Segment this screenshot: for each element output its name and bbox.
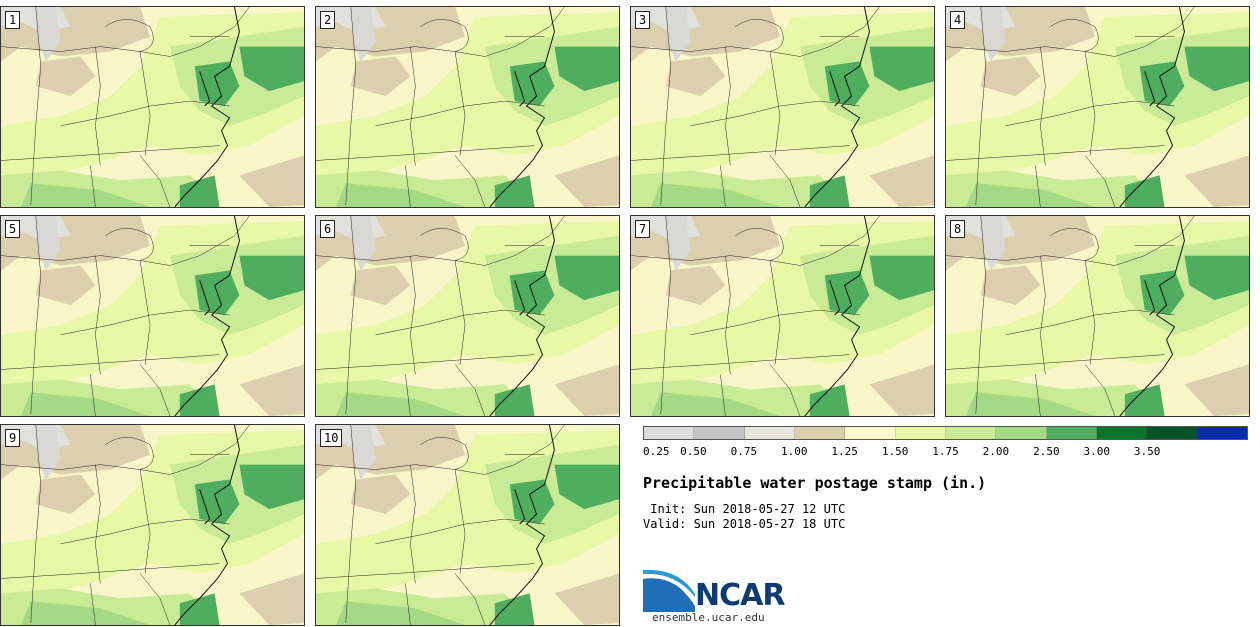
precip-water-map: [316, 216, 619, 416]
colorbar-tick-label: 3.50: [1133, 445, 1161, 458]
colorbar-tick-label: 2.50: [1033, 445, 1060, 458]
colorbar-ticks: 0.25 0.50 0.75 1.00 1.25 1.50 1.75 2.00 2.50 3.00…: [643, 445, 1248, 461]
colorbar-tick-label: 2.00: [982, 445, 1010, 458]
colorbar-tick-label: 1.75: [932, 445, 959, 458]
colorbar-swatch: [895, 427, 946, 439]
ensemble-member-panel: 3: [630, 6, 935, 208]
colorbar-swatch: [996, 427, 1047, 439]
precip-water-map: [316, 7, 619, 207]
colorbar-tick-label: 0.25: [643, 445, 670, 458]
init-time: Init: Sun 2018-05-27 12 UTC: [643, 502, 846, 516]
precip-water-map: [631, 7, 934, 207]
colorbar-legend: 0.25 0.50 0.75 1.00 1.25 1.50 1.75 2.00 2.50 3.00…: [643, 426, 1248, 461]
precip-water-map: [946, 7, 1249, 207]
ensemble-url: ensemble.ucar.edu: [652, 611, 765, 624]
colorbar-swatch: [694, 427, 745, 439]
colorbar-tick-label: 0.50: [680, 445, 707, 458]
colorbar-swatch: [744, 427, 795, 439]
colorbar-tick-label: 1.50: [881, 445, 909, 458]
precip-water-map: [1, 7, 304, 207]
ensemble-member-panel: 1: [0, 6, 305, 208]
member-number-label: 3: [635, 11, 651, 29]
colorbar-tick-label: 3.00: [1083, 445, 1111, 458]
member-number-label: 2: [320, 11, 336, 29]
colorbar-swatch: [1096, 427, 1148, 439]
member-number-label: 8: [950, 220, 966, 238]
member-number-label: 5: [5, 220, 21, 238]
ensemble-member-panel: 4: [945, 6, 1250, 208]
ensemble-member-panel: 2: [315, 6, 620, 208]
precip-water-map: [631, 216, 934, 416]
colorbar-swatch: [1197, 427, 1247, 439]
colorbar: [643, 426, 1248, 440]
colorbar-swatch: [794, 427, 846, 439]
member-number-label: 6: [320, 220, 336, 238]
colorbar-tick-label: 0.75: [730, 445, 758, 458]
precip-water-map: [946, 216, 1249, 416]
member-number-label: 1: [5, 11, 21, 29]
precip-water-map: [1, 425, 304, 625]
precip-water-map: [1, 216, 304, 416]
colorbar-swatch: [845, 427, 896, 439]
figure-title: Precipitable water postage stamp (in.): [643, 474, 987, 492]
valid-time: Valid: Sun 2018-05-27 18 UTC: [643, 517, 846, 531]
member-number-label: 4: [950, 11, 966, 29]
ensemble-member-panel: 7: [630, 215, 935, 417]
member-number-label: 9: [5, 429, 21, 447]
ncar-wordmark: NCAR: [695, 578, 785, 613]
ensemble-member-panel: 5: [0, 215, 305, 417]
colorbar-swatch: [644, 427, 695, 439]
ensemble-member-panel: 9: [0, 424, 305, 626]
ncar-swoosh-icon: [643, 569, 695, 612]
member-number-label: 10: [320, 429, 343, 447]
precip-water-map: [316, 425, 619, 625]
ncar-logo: NCAR ensemble.ucar.edu: [643, 569, 803, 626]
ensemble-member-panel: 8: [945, 215, 1250, 417]
member-number-label: 7: [635, 220, 651, 238]
ensemble-member-panel: 6: [315, 215, 620, 417]
colorbar-tick-label: 1.00: [781, 445, 808, 458]
ensemble-member-panel: 10: [315, 424, 620, 626]
colorbar-swatch: [1147, 427, 1198, 439]
colorbar-tick-label: 1.25: [831, 445, 858, 458]
colorbar-swatch: [1046, 427, 1097, 439]
colorbar-swatch: [945, 427, 997, 439]
